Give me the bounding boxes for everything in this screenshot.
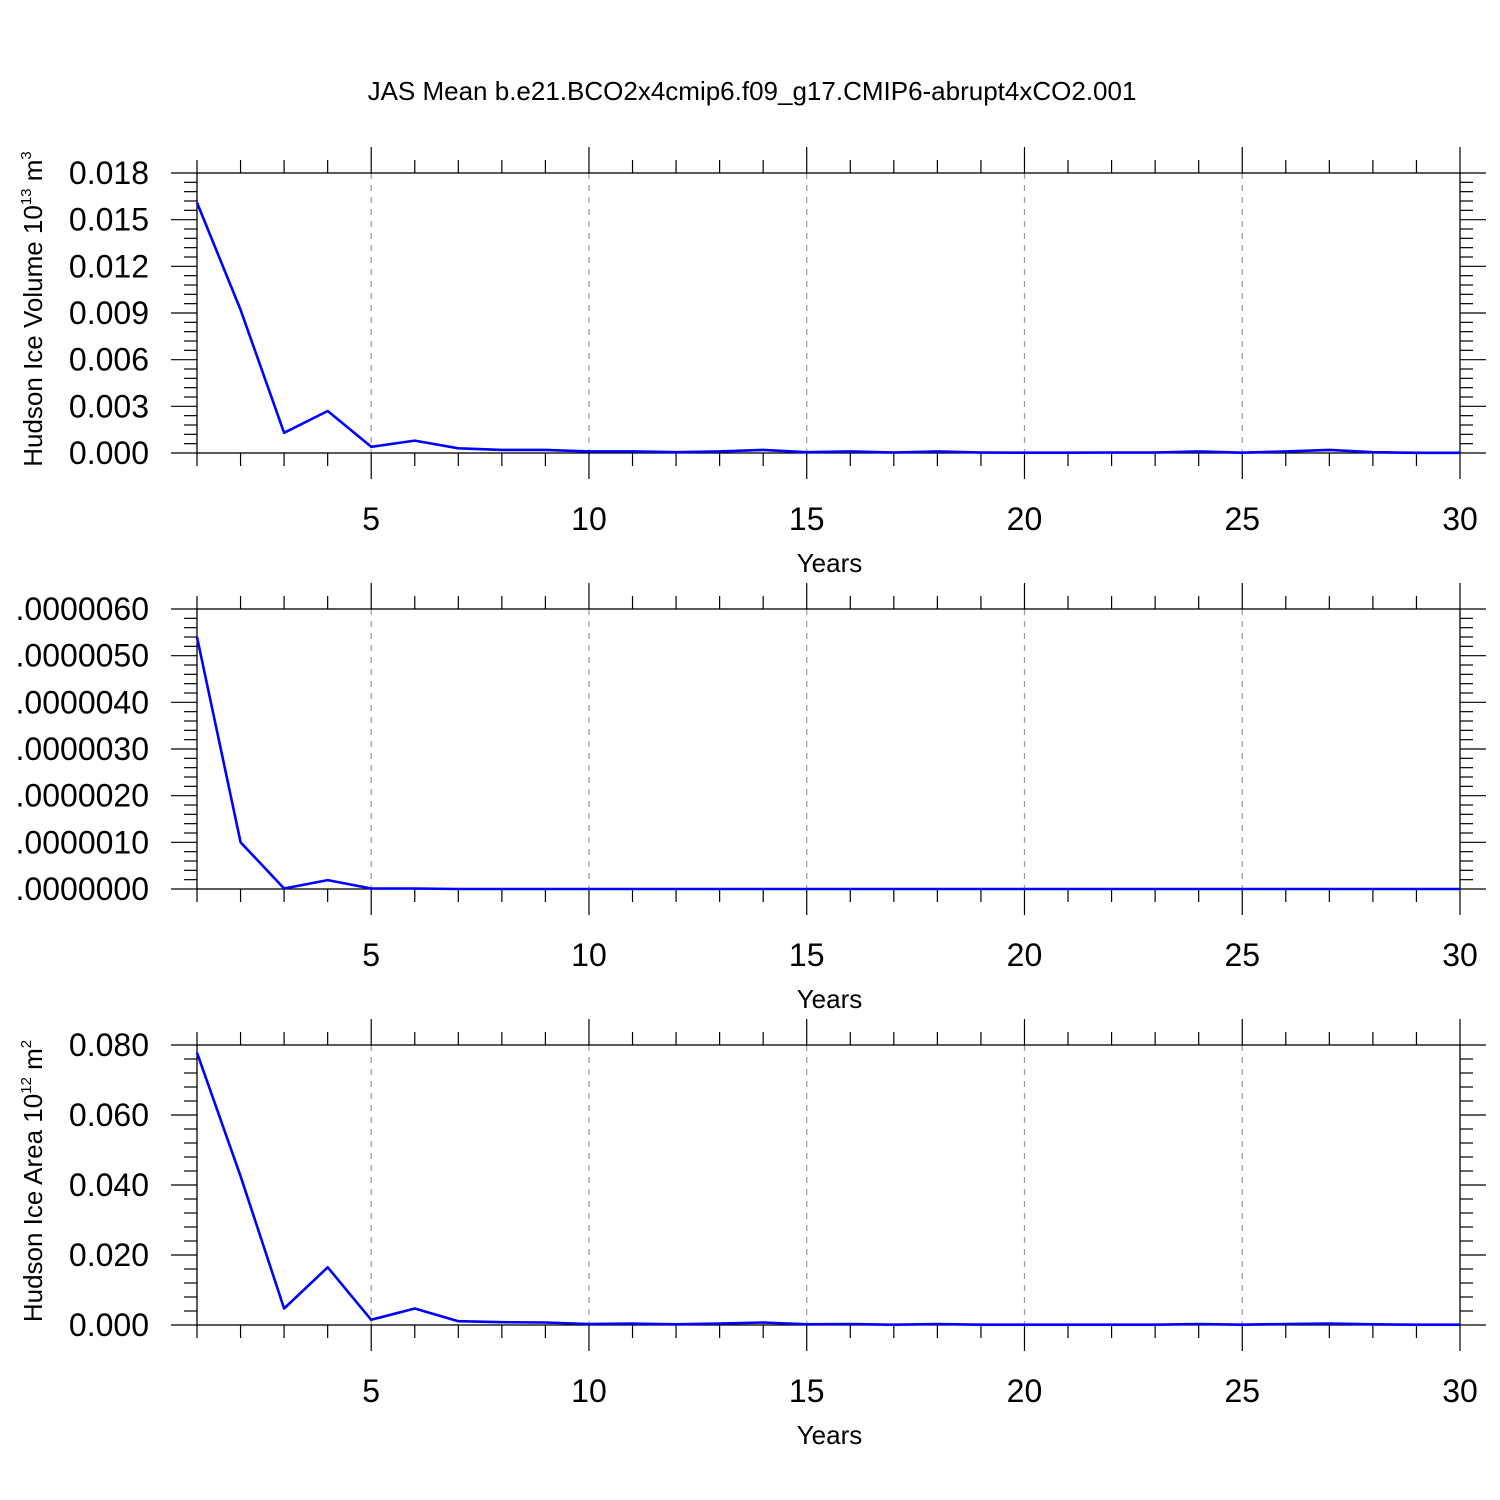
y-axis-title-unit: m [18, 160, 48, 189]
x-tick-label: 20 [1007, 501, 1043, 537]
y-axis-title: Hudson Ice Area 1012 m2 [18, 1040, 48, 1322]
x-tick-label: 30 [1442, 501, 1478, 537]
x-tick-label: 20 [1007, 1373, 1043, 1409]
plot-frame [196, 608, 1461, 890]
y-axis-title-text: Hudson Ice Volume 10 [18, 205, 48, 467]
x-tick-label: 25 [1224, 1373, 1260, 1409]
y-axis-title-unit-exponent: 2 [18, 1040, 35, 1048]
y-tick-label: 0.018 [69, 155, 149, 191]
series-line [195, 202, 1460, 455]
x-tick-label: 15 [789, 1373, 825, 1409]
x-tick-label: 30 [1442, 1373, 1478, 1409]
panel-3: 5 10 15 20 25 30 0.000 0.020 0.040 0.060 0.080 Year… [18, 1019, 1486, 1450]
y-tick-label: .0000000 [16, 871, 149, 907]
y-tick-label: .0000040 [16, 684, 149, 720]
y-tick-label: .0000050 [16, 638, 149, 674]
x-axis-title: Years [797, 548, 863, 578]
y-axis-title-unit: m [18, 1048, 48, 1077]
panel-2: 5 10 15 20 25 30 .0000000 .0000010 .0000020 .0000… [16, 583, 1486, 1014]
y-tick-label: 0.015 [69, 202, 149, 238]
x-tick-label: 15 [789, 937, 825, 973]
plot-frame [196, 172, 1461, 454]
y-tick-label: .0000010 [16, 824, 149, 860]
y-tick-label: 0.012 [69, 248, 149, 284]
panels: 5 10 15 20 25 300.0000.0030.0060.0090.0120.01… [16, 147, 1486, 1450]
series-line [195, 1052, 1460, 1326]
y-tick-label: 0.000 [69, 1307, 149, 1343]
x-tick-label: 5 [362, 501, 380, 537]
y-tick-label: 0.009 [69, 295, 149, 331]
x-tick-label: 30 [1442, 937, 1478, 973]
panel-1: 5 10 15 20 25 30 0.000 0.003 0.006 0.009 0.012 0.01… [18, 147, 1486, 578]
x-tick-label: 5 [362, 937, 380, 973]
x-axis-title: Years [797, 984, 863, 1014]
x-axis-title: Years [797, 1420, 863, 1450]
y-tick-label: 0.040 [69, 1167, 149, 1203]
y-tick-label: 0.060 [69, 1097, 149, 1133]
x-tick-label: 25 [1224, 937, 1260, 973]
x-tick-label: 25 [1224, 501, 1260, 537]
y-axis-title-unit-exponent: 3 [18, 151, 35, 159]
x-tick-label: 10 [571, 1373, 607, 1409]
y-axis-title-text: Hudson Ice Area 10 [18, 1094, 48, 1322]
series-line [195, 636, 1460, 891]
x-tick-label: 10 [571, 501, 607, 537]
x-tick-label: 15 [789, 501, 825, 537]
y-axis-title-exponent: 13 [18, 188, 35, 205]
y-tick-label: 0.003 [69, 388, 149, 424]
y-tick-label: .0000030 [16, 731, 149, 767]
y-tick-label: .0000020 [16, 778, 149, 814]
y-tick-label: .0000060 [16, 591, 149, 627]
x-tick-label: 20 [1007, 937, 1043, 973]
x-tick-label: 5 [362, 1373, 380, 1409]
y-tick-label: 0.080 [69, 1027, 149, 1063]
y-axis-title: Hudson Ice Volume 1013 m3 [18, 151, 48, 467]
y-tick-label: 0.006 [69, 342, 149, 378]
y-tick-label: 0.020 [69, 1237, 149, 1273]
x-tick-label: 10 [571, 937, 607, 973]
y-tick-label: 0.000 [69, 435, 149, 471]
y-axis-title-exponent: 12 [18, 1077, 35, 1094]
chart-title: JAS Mean b.e21.BCO2x4cmip6.f09_g17.CMIP6… [368, 76, 1137, 106]
plot-frame [196, 1044, 1461, 1326]
